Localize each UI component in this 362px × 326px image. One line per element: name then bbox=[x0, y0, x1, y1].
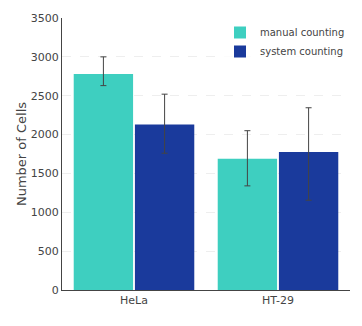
svg-text:2500: 2500 bbox=[31, 90, 59, 103]
svg-text:3500: 3500 bbox=[31, 12, 59, 25]
svg-text:1500: 1500 bbox=[31, 167, 59, 180]
svg-text:0: 0 bbox=[52, 284, 59, 297]
svg-text:HT-29: HT-29 bbox=[262, 294, 294, 307]
svg-text:Number of Cells: Number of Cells bbox=[14, 102, 29, 206]
svg-text:system counting: system counting bbox=[260, 46, 343, 57]
svg-text:1000: 1000 bbox=[31, 206, 59, 219]
svg-text:HeLa: HeLa bbox=[120, 294, 148, 307]
svg-text:2000: 2000 bbox=[31, 128, 59, 141]
svg-text:3000: 3000 bbox=[31, 51, 59, 64]
svg-text:manual counting: manual counting bbox=[260, 27, 344, 38]
svg-text:500: 500 bbox=[38, 245, 59, 258]
